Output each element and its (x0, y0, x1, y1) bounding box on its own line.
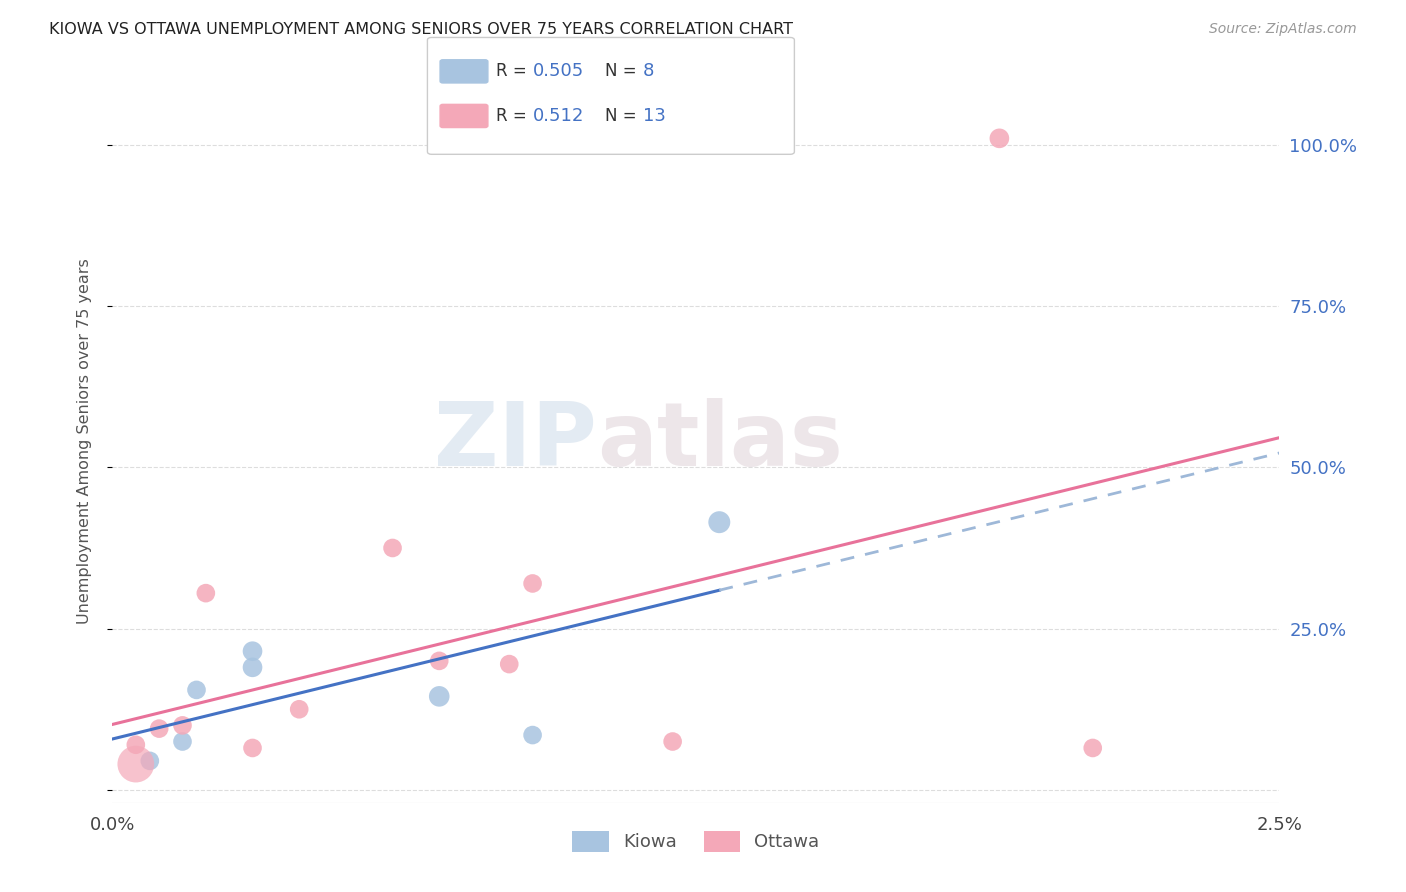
Text: ZIP: ZIP (434, 398, 596, 485)
Text: Source: ZipAtlas.com: Source: ZipAtlas.com (1209, 22, 1357, 37)
Point (988, 131, 1011, 145)
Point (427, 690, 450, 704)
Point (661, 734, 683, 748)
Legend: Kiowa, Ottawa: Kiowa, Ottawa (565, 823, 827, 859)
Y-axis label: Unemployment Among Seniors over 75 years: Unemployment Among Seniors over 75 years (77, 259, 91, 624)
Point (148, 722, 170, 736)
Point (288, 702, 311, 716)
Point (125, 738, 148, 752)
Text: 0.512: 0.512 (533, 107, 585, 125)
Text: atlas: atlas (596, 398, 842, 485)
Point (186, 682, 208, 697)
Text: KIOWA VS OTTAWA UNEMPLOYMENT AMONG SENIORS OVER 75 YEARS CORRELATION CHART: KIOWA VS OTTAWA UNEMPLOYMENT AMONG SENIO… (49, 22, 793, 37)
Point (125, 757, 148, 772)
Text: R =: R = (496, 62, 533, 80)
Point (709, 515, 731, 529)
Text: 13: 13 (643, 107, 665, 125)
Point (172, 734, 194, 748)
Point (172, 718, 194, 732)
Point (242, 660, 264, 674)
Point (522, 728, 544, 742)
Text: N =: N = (605, 62, 641, 80)
Point (242, 741, 264, 756)
Point (1081, 741, 1104, 756)
Point (381, 541, 404, 555)
Point (139, 754, 162, 768)
Text: R =: R = (496, 107, 533, 125)
Point (522, 576, 544, 591)
Text: 0.505: 0.505 (533, 62, 583, 80)
Point (498, 657, 520, 672)
Point (194, 586, 217, 600)
Point (427, 654, 450, 668)
Text: N =: N = (605, 107, 641, 125)
Text: 8: 8 (643, 62, 654, 80)
Point (242, 644, 264, 658)
